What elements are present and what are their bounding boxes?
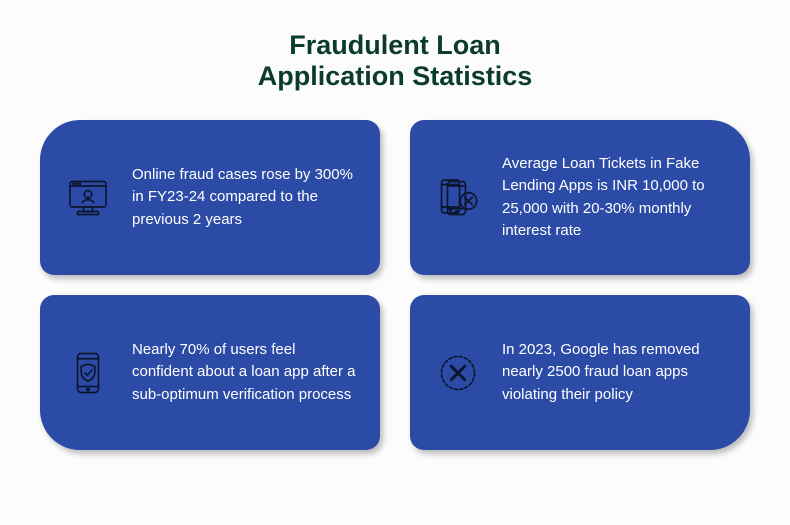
stat-card: Online fraud cases rose by 300% in FY23-…	[40, 120, 380, 275]
title-line-1: Fraudulent Loan	[40, 30, 750, 61]
circle-cross-icon	[428, 349, 488, 397]
stat-text: In 2023, Google has removed nearly 2500 …	[488, 339, 728, 407]
page-title: Fraudulent Loan Application Statistics	[40, 30, 750, 92]
stat-card: Average Loan Tickets in Fake Lending App…	[410, 120, 750, 275]
phone-cross-icon	[428, 174, 488, 222]
computer-fraud-icon	[58, 174, 118, 222]
title-line-2: Application Statistics	[40, 61, 750, 92]
stat-text: Average Loan Tickets in Fake Lending App…	[488, 153, 728, 243]
stat-card: In 2023, Google has removed nearly 2500 …	[410, 295, 750, 450]
stat-text: Nearly 70% of users feel confident about…	[118, 339, 358, 407]
stat-text: Online fraud cases rose by 300% in FY23-…	[118, 164, 358, 232]
stat-card: Nearly 70% of users feel confident about…	[40, 295, 380, 450]
phone-shield-icon	[58, 349, 118, 397]
cards-grid: Online fraud cases rose by 300% in FY23-…	[40, 120, 750, 450]
